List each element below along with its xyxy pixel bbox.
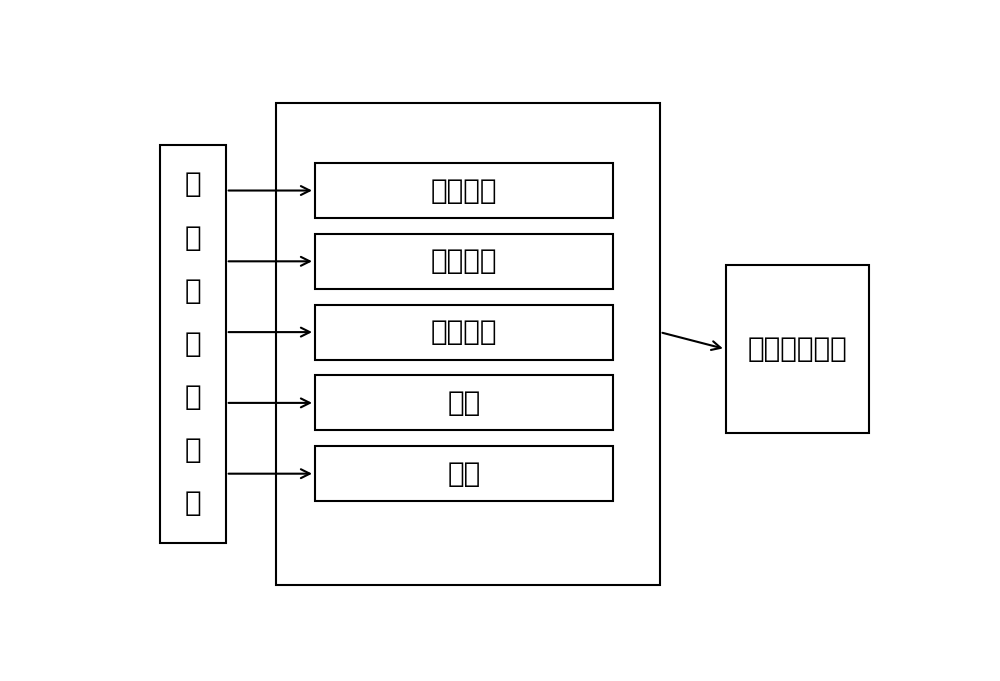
Bar	[315, 163, 613, 218]
Text: 图像融合: 图像融合	[431, 176, 497, 204]
Text: 光: 光	[184, 330, 201, 358]
Text: 辐射校正: 辐射校正	[431, 247, 497, 275]
Bar	[726, 266, 869, 433]
Text: 谱: 谱	[184, 383, 201, 411]
Text: 图像筛选: 图像筛选	[431, 318, 497, 346]
Text: 茶树植株提取: 茶树植株提取	[747, 335, 847, 363]
Text: 高: 高	[184, 276, 201, 305]
Bar	[276, 103, 660, 585]
Bar	[160, 144, 226, 543]
Bar	[315, 446, 613, 501]
Bar	[315, 234, 613, 289]
Text: 原: 原	[184, 170, 201, 198]
Text: 裁剪: 裁剪	[447, 460, 481, 488]
Text: 像: 像	[184, 490, 201, 518]
Bar	[315, 304, 613, 360]
Text: 始: 始	[184, 223, 201, 252]
Text: 拼接: 拼接	[447, 389, 481, 417]
Bar	[315, 375, 613, 430]
Text: 影: 影	[184, 436, 201, 464]
